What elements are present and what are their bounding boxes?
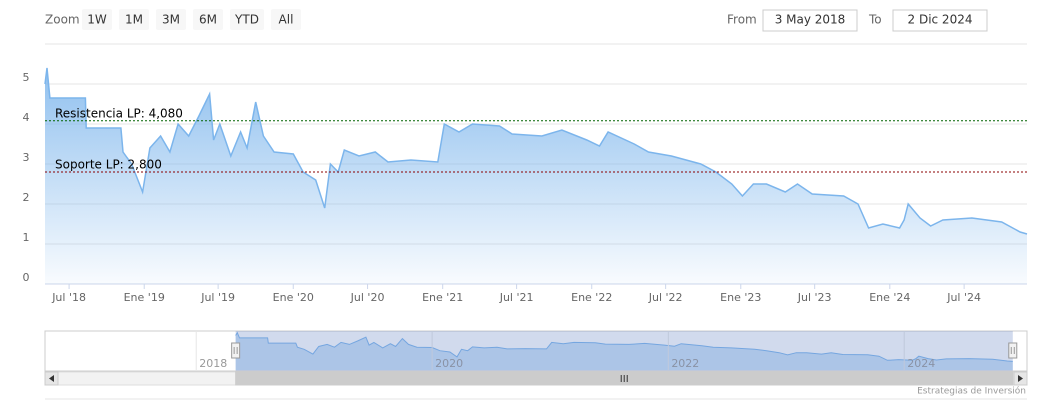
x-tick-label: Jul '19 (200, 291, 235, 304)
zoom-button[interactable] (271, 9, 301, 30)
handle-grip (233, 347, 238, 354)
y-tick-label: 3 (23, 151, 30, 164)
navigator-tick-label: 2020 (435, 357, 463, 370)
zoom-button-label[interactable]: 6M (199, 13, 217, 27)
area (45, 68, 1027, 284)
x-tick-label: Ene '21 (422, 291, 463, 304)
x-tick-label: Ene '23 (720, 291, 761, 304)
to-label: To (868, 13, 882, 27)
navigator-tick-label: 2022 (671, 357, 699, 370)
x-tick-label: Ene '22 (571, 291, 612, 304)
from-value[interactable]: 3 May 2018 (775, 13, 846, 27)
line (44, 67, 1028, 235)
navigator-selection[interactable] (235, 331, 1013, 371)
plot-line-label: Soporte LP: 2,800 (55, 158, 162, 172)
x-tick-label: Jul '18 (51, 291, 86, 304)
arrow-right (1018, 375, 1023, 382)
x-tick-label: Jul '24 (946, 291, 981, 304)
x-tick-label: Jul '21 (499, 291, 534, 304)
x-tick-label: Ene '24 (869, 291, 910, 304)
y-tick-label: 1 (23, 231, 30, 244)
y-tick-label: 0 (23, 271, 30, 284)
zoom-button-label[interactable]: 1M (125, 13, 143, 27)
zoom-button[interactable] (230, 9, 264, 30)
zoom-label: Zoom (45, 13, 80, 27)
navigator-handle[interactable] (1008, 342, 1018, 359)
to-input[interactable] (892, 9, 988, 32)
from-input[interactable] (762, 9, 858, 32)
plot-line-label: Resistencia LP: 4,080 (55, 106, 183, 120)
y-tick-label: 5 (23, 71, 30, 84)
zoom-button[interactable] (193, 9, 223, 30)
zoom-button[interactable] (156, 9, 186, 30)
to-value[interactable]: 2 Dic 2024 (908, 13, 973, 27)
navigator-line (235, 331, 1013, 362)
navigator-tick-label: 2024 (907, 357, 935, 370)
navigator-area (235, 332, 1013, 370)
navigator-handle[interactable] (231, 342, 241, 359)
zoom-button[interactable] (119, 9, 149, 30)
x-tick-label: Ene '19 (124, 291, 165, 304)
zoom-button-label[interactable]: YTD (234, 13, 259, 27)
handle-grip (1010, 347, 1015, 354)
navigator-tick-label: 2018 (199, 357, 227, 370)
x-tick-label: Ene '20 (273, 291, 314, 304)
x-tick-label: Jul '20 (350, 291, 385, 304)
zoom-button[interactable] (82, 9, 112, 30)
scrollbar-grip (620, 375, 628, 382)
zoom-button-label[interactable]: 1W (87, 13, 107, 27)
y-tick-label: 2 (23, 191, 30, 204)
zoom-button-label[interactable]: 3M (162, 13, 180, 27)
from-label: From (727, 13, 757, 27)
credits: Estrategias de Inversión (917, 386, 1026, 397)
navigator-frame (44, 330, 1028, 372)
arrow-left (49, 375, 54, 382)
x-tick-label: Jul '22 (648, 291, 683, 304)
y-tick-label: 4 (23, 111, 30, 124)
x-tick-label: Jul '23 (797, 291, 832, 304)
zoom-button-label[interactable]: All (279, 13, 294, 27)
